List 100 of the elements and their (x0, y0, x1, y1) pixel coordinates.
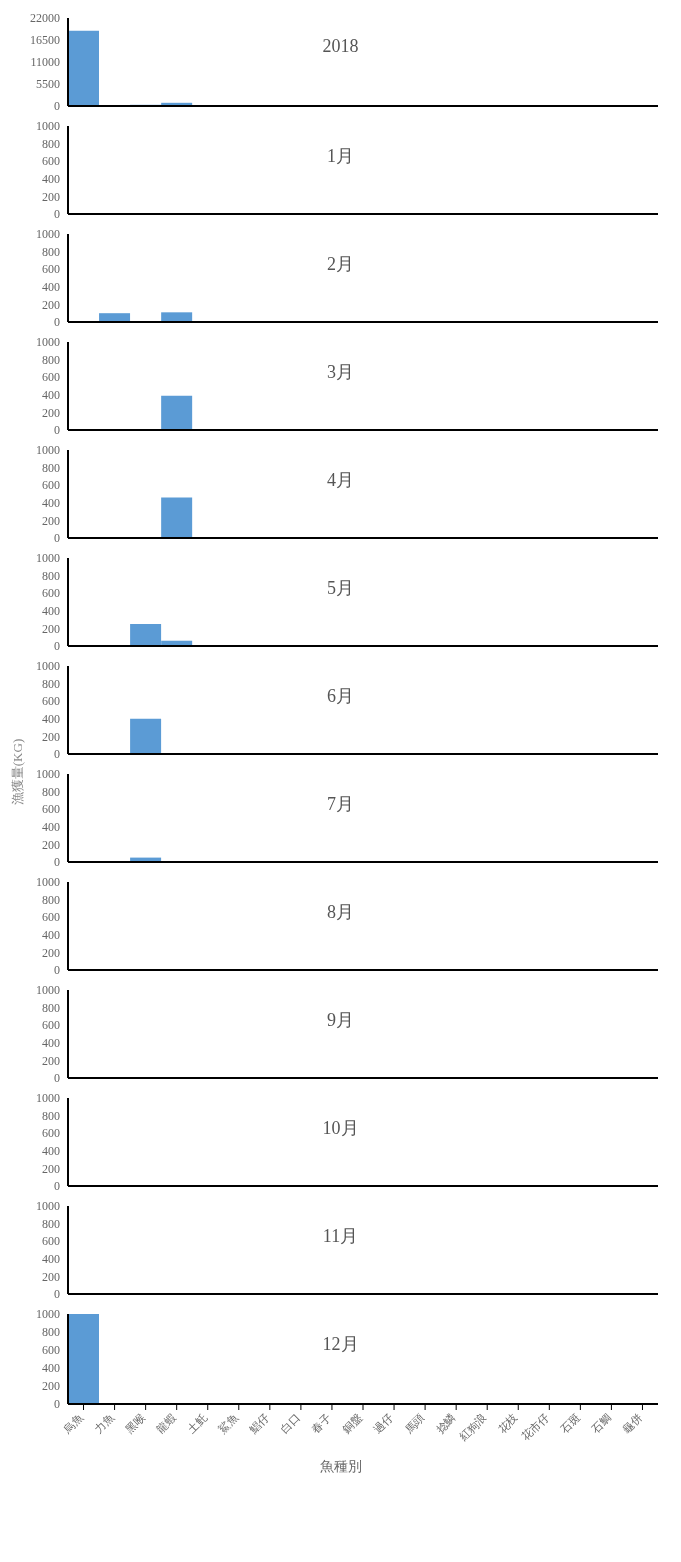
y-tick-label: 400 (42, 928, 60, 943)
text: 2018 (322, 36, 359, 56)
y-tick-label: 800 (42, 1000, 60, 1015)
text: 6月 (327, 686, 354, 706)
text: 5月 (327, 578, 354, 598)
y-tick-label: 200 (42, 1379, 60, 1394)
y-tick-label: 1000 (36, 659, 60, 674)
y-tick-label: 1000 (36, 1091, 60, 1106)
y-axis-title: 漁獲量(KG) (10, 737, 26, 808)
y-tick-label: 200 (42, 189, 60, 204)
x-tick-label: 力魚 (91, 1410, 116, 1435)
y-tick-label: 600 (42, 694, 60, 709)
y-tick-label: 800 (42, 1216, 60, 1231)
y-tick-label: 200 (42, 513, 60, 528)
y-tick-label: 400 (42, 1036, 60, 1051)
y-tick-label: 200 (42, 297, 60, 312)
y-tick-label: 200 (42, 729, 60, 744)
text: 8月 (327, 902, 354, 922)
y-tick-label: 600 (42, 802, 60, 817)
y-tick-label: 0 (54, 855, 60, 870)
y-tick-label: 800 (42, 568, 60, 583)
y-tick-label: 600 (42, 910, 60, 925)
x-tick-label: 春子 (309, 1410, 334, 1435)
y-tick-label: 400 (42, 604, 60, 619)
y-tick-label: 200 (42, 1053, 60, 1068)
y-tick-label: 0 (54, 747, 60, 762)
y-tick-label: 0 (54, 639, 60, 654)
y-tick-label: 400 (42, 1252, 60, 1267)
y-tick-label: 400 (42, 496, 60, 511)
y-tick-label: 200 (42, 405, 60, 420)
y-tick-label: 600 (42, 370, 60, 385)
x-tick-label: 龍蝦 (154, 1410, 179, 1435)
x-tick-label: 白口 (278, 1410, 303, 1435)
y-tick-label: 800 (42, 784, 60, 799)
y-tick-label: 0 (54, 99, 60, 114)
y-tick-label: 200 (42, 621, 60, 636)
y-tick-label: 400 (42, 712, 60, 727)
y-tick-label: 600 (42, 1018, 60, 1033)
y-tick-label: 400 (42, 1361, 60, 1376)
y-tick-label: 22000 (30, 11, 60, 26)
x-tick-label: 花市仔 (518, 1410, 551, 1443)
y-tick-label: 600 (42, 478, 60, 493)
x-tick-label: 過仔 (371, 1410, 396, 1435)
x-tick-label: 銅盤 (340, 1410, 365, 1435)
y-tick-label: 0 (54, 1071, 60, 1086)
y-tick-label: 600 (42, 154, 60, 169)
y-tick-label: 800 (42, 892, 60, 907)
y-tick-label: 0 (54, 531, 60, 546)
y-tick-label: 600 (42, 1343, 60, 1358)
x-tick-label: 石鯛 (588, 1410, 613, 1435)
y-tick-label: 200 (42, 1269, 60, 1284)
y-tick-label: 0 (54, 1287, 60, 1302)
y-tick-label: 600 (42, 1126, 60, 1141)
text: 11月 (322, 1226, 359, 1246)
y-tick-label: 600 (42, 586, 60, 601)
y-tick-label: 800 (42, 136, 60, 151)
y-tick-label: 0 (54, 1179, 60, 1194)
y-tick-label: 800 (42, 352, 60, 367)
x-tick-label: 紅狗浪 (456, 1410, 489, 1443)
y-tick-label: 1000 (36, 227, 60, 242)
x-tick-label: 鯧仔 (247, 1410, 272, 1435)
text: 7月 (327, 794, 354, 814)
y-tick-label: 400 (42, 1144, 60, 1159)
y-tick-label: 1000 (36, 119, 60, 134)
y-tick-label: 200 (42, 945, 60, 960)
x-tick-label: 石斑 (557, 1410, 582, 1435)
text: 10月 (322, 1118, 359, 1138)
y-tick-label: 1000 (36, 1307, 60, 1322)
text: 3月 (327, 362, 354, 382)
y-tick-label: 1000 (36, 767, 60, 782)
y-tick-label: 16500 (30, 33, 60, 48)
y-tick-label: 200 (42, 837, 60, 852)
y-tick-label: 800 (42, 1325, 60, 1340)
x-tick-label: 土魠 (185, 1410, 210, 1435)
y-tick-label: 1000 (36, 875, 60, 890)
text: 1月 (327, 146, 354, 166)
y-tick-label: 0 (54, 315, 60, 330)
y-tick-label: 600 (42, 1234, 60, 1249)
y-tick-label: 200 (42, 1161, 60, 1176)
x-axis-title: 魚種別 (318, 1458, 363, 1476)
y-tick-label: 800 (42, 676, 60, 691)
x-tick-label: 鯊魚 (216, 1410, 241, 1435)
y-tick-label: 800 (42, 1108, 60, 1123)
y-tick-label: 1000 (36, 983, 60, 998)
x-tick-label: 龜併 (619, 1410, 644, 1435)
y-tick-label: 400 (42, 280, 60, 295)
text: 2月 (327, 254, 354, 274)
x-tick-label: 馬頭 (401, 1410, 427, 1436)
y-tick-label: 0 (54, 963, 60, 978)
text: 4月 (327, 470, 354, 490)
y-tick-label: 1000 (36, 335, 60, 350)
y-tick-label: 1000 (36, 551, 60, 566)
y-tick-label: 600 (42, 262, 60, 277)
y-tick-label: 1000 (36, 1199, 60, 1214)
y-tick-label: 400 (42, 388, 60, 403)
x-tick-label: 花枝 (495, 1410, 520, 1435)
text: 9月 (327, 1010, 354, 1030)
x-tick-label: 烏魚 (60, 1410, 85, 1436)
y-tick-label: 400 (42, 820, 60, 835)
text: 12月 (322, 1334, 359, 1354)
